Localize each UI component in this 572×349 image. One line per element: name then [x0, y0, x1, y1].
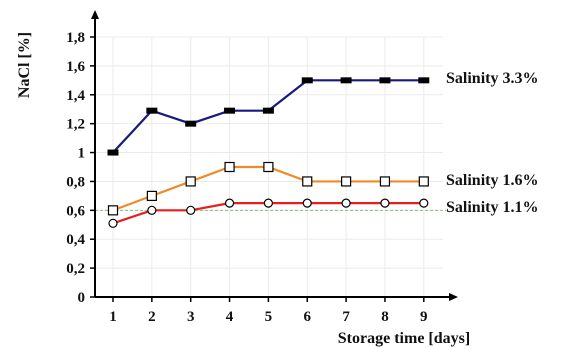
y-tick-label: 0 — [78, 290, 86, 306]
series-2 — [107, 161, 429, 216]
data-point — [107, 149, 119, 156]
data-point — [418, 176, 429, 187]
data-point — [262, 107, 274, 114]
data-point — [379, 77, 391, 84]
data-point — [224, 107, 236, 114]
data-point — [146, 190, 157, 201]
x-tick-label: 5 — [265, 309, 273, 325]
y-tick-label: 0,2 — [66, 261, 85, 277]
data-point — [224, 198, 235, 208]
y-tick-label: 1,6 — [66, 59, 85, 75]
x-tick-label: 6 — [304, 309, 312, 325]
y-tick-label: 0,6 — [66, 203, 85, 219]
y-tick-label: 1,4 — [66, 88, 85, 104]
x-tick-label: 7 — [342, 309, 350, 325]
data-point — [186, 205, 196, 215]
series-layer — [107, 77, 430, 228]
data-point — [341, 176, 352, 187]
x-tick-label: 8 — [381, 309, 389, 325]
x-tick-label: 4 — [226, 309, 234, 325]
y-tick-label: 1,8 — [66, 30, 85, 46]
series-label: Salinity 1.1% — [446, 199, 538, 216]
data-point — [341, 198, 351, 208]
series-label: Salinity 3.3% — [446, 70, 538, 87]
x-axis-title: Storage time [days] — [338, 330, 470, 347]
y-tick-label: 1,2 — [66, 117, 85, 133]
data-point — [224, 161, 235, 173]
labels-layer: 0 0,2 0,4 0,6 0,8 1 1,2 1,4 1,6 1,8 1 2 3 4 5 6 7 8 9 Salin… — [66, 30, 538, 325]
series-3 — [108, 198, 429, 228]
data-point — [340, 77, 352, 84]
x-axis-arrow-icon — [449, 293, 458, 301]
x-tick-label: 2 — [148, 309, 156, 325]
data-point — [263, 161, 274, 173]
x-tick-label: 9 — [420, 309, 428, 325]
y-tick-label: 1 — [78, 146, 86, 162]
data-point — [380, 198, 390, 208]
axes — [90, 10, 458, 302]
y-axis-title: NaCl [%] — [16, 32, 33, 98]
data-point — [185, 120, 197, 127]
data-point — [418, 77, 430, 84]
series-1 — [107, 77, 430, 156]
y-tick-label: 0,4 — [66, 232, 85, 248]
data-point — [302, 198, 312, 208]
data-point — [302, 176, 313, 187]
series-label: Salinity 1.6% — [446, 172, 538, 189]
data-point — [108, 218, 118, 228]
y-tick-label: 0,8 — [66, 174, 85, 190]
data-point — [419, 198, 429, 208]
x-tick-label: 3 — [187, 309, 195, 325]
data-point — [107, 205, 119, 216]
data-point — [185, 176, 196, 187]
y-axis-arrow-icon — [91, 10, 99, 19]
data-point — [147, 205, 157, 215]
data-point — [301, 77, 313, 84]
x-tick-label: 1 — [109, 309, 117, 325]
data-point — [379, 176, 391, 187]
data-point — [146, 107, 158, 114]
data-point — [263, 198, 273, 208]
